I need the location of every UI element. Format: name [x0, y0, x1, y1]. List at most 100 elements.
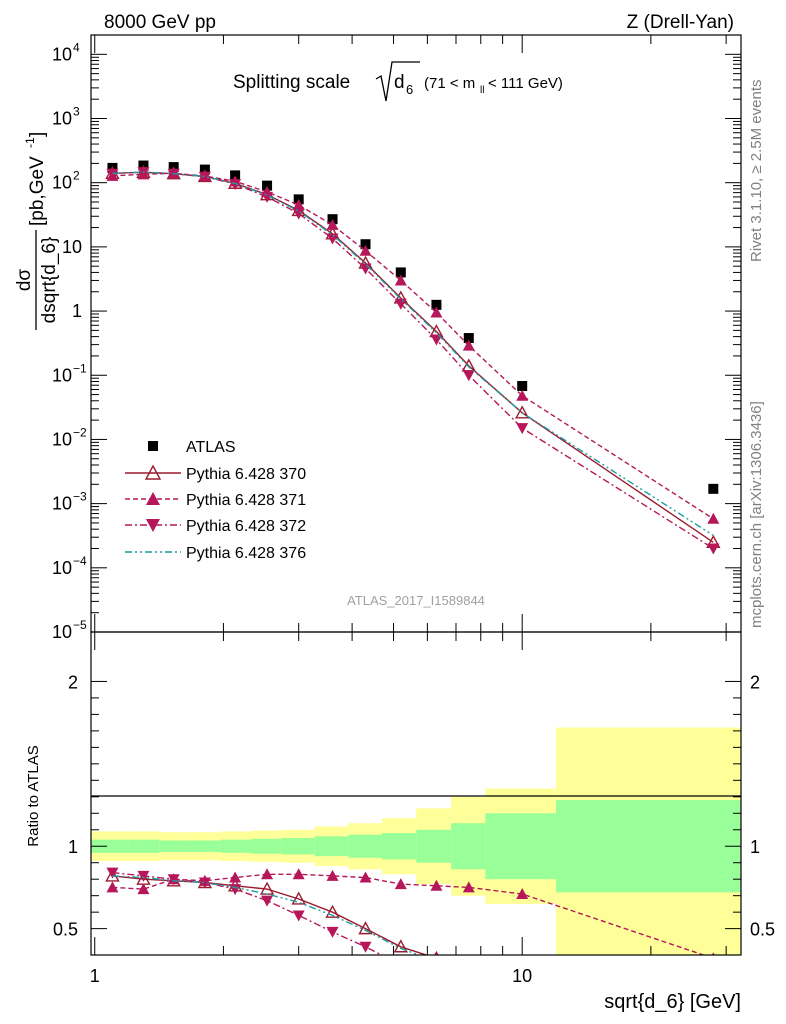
- title-symbol-sub: 6: [406, 82, 413, 97]
- data-point: [360, 239, 371, 250]
- ratio-point: [198, 877, 211, 889]
- legend: ATLAS Pythia 6.428 370 Pythia 6.428 371 …: [125, 439, 306, 562]
- ratio-point: [261, 895, 274, 907]
- ratio-point: [229, 871, 242, 883]
- legend-label-371: Pythia 6.428 371: [186, 492, 306, 509]
- ratio-point: [326, 869, 339, 881]
- main-ytick-label: 10 −4: [52, 554, 87, 578]
- ratio-axes: 0.5 0.5 1 1 2 2 1 10: [53, 632, 775, 986]
- ylabel-unit: [pb,GeV: [27, 156, 48, 226]
- ratio-point: [395, 960, 407, 971]
- legend-label-372: Pythia 6.428 372: [186, 518, 306, 535]
- main-title: Splitting scale d 6 (71 < m ll < 111 GeV…: [233, 61, 563, 102]
- band-inner: [348, 834, 383, 858]
- ratio-point: [137, 870, 150, 882]
- legend-marker-371: [146, 492, 160, 505]
- ratio-frame: [90, 631, 742, 956]
- ytick-exp: −2: [73, 425, 87, 439]
- main-ytick-label: 10 −2: [52, 425, 87, 449]
- ratio-point: [326, 926, 339, 938]
- data-point: [463, 333, 474, 344]
- data-point: [262, 180, 273, 191]
- band-inner: [556, 800, 741, 893]
- ytick-exp: −4: [73, 554, 87, 568]
- ytick-base: 1: [72, 301, 82, 321]
- main-ytick-label: 10 2: [52, 169, 80, 193]
- series-376: [112, 171, 714, 536]
- ratio-point: [358, 921, 373, 935]
- data-point: [707, 543, 720, 555]
- band-inner: [159, 840, 190, 853]
- ylabel-numerator: dσ: [14, 269, 35, 292]
- ratio-ytick-label-right: 2: [750, 672, 760, 692]
- ratio-point: [516, 888, 529, 900]
- band-inner: [416, 829, 452, 863]
- ytick-exp: −5: [73, 618, 87, 632]
- xtick-label: 1: [90, 966, 100, 986]
- title-range-sub: ll: [480, 85, 484, 96]
- data-point: [462, 370, 475, 382]
- xtick-label: 10: [512, 966, 532, 986]
- band-inner: [314, 836, 349, 857]
- header-right: Z (Drell-Yan): [627, 12, 734, 33]
- main-ytick-label: 10 −5: [52, 618, 87, 642]
- series-line: [112, 171, 714, 543]
- band-inner: [250, 838, 282, 854]
- ratio-point: [393, 939, 408, 953]
- ratio-point: [325, 904, 340, 918]
- legend-item-atlas: ATLAS: [148, 439, 236, 456]
- data-point: [359, 244, 372, 256]
- main-ytick-label: 1: [72, 301, 82, 321]
- xlabel: sqrt{d_6} [GeV]: [604, 991, 741, 1013]
- title-symbol: d: [394, 72, 405, 93]
- ratio-point: [711, 952, 715, 955]
- data-point: [198, 171, 211, 183]
- title-main: Splitting scale: [233, 72, 350, 93]
- header-left: 8000 GeV pp: [104, 12, 216, 33]
- main-ytick-label: 10 −3: [52, 490, 87, 514]
- series-370: [105, 164, 721, 548]
- ratio-point: [434, 950, 439, 955]
- ytick-base: 10: [52, 622, 72, 642]
- ratio-point: [229, 884, 242, 896]
- ytick-exp: 3: [73, 105, 80, 119]
- main-ytick-label: 10 −1: [52, 361, 87, 385]
- data-point: [708, 483, 719, 494]
- ratio-line: [112, 875, 429, 955]
- ytick-base: 10: [52, 173, 72, 193]
- watermark: ATLAS_2017_I1589844: [347, 593, 485, 608]
- ratio-point: [106, 881, 119, 893]
- ratio-point: [462, 881, 475, 893]
- data-point: [431, 299, 442, 310]
- data-point: [516, 389, 529, 401]
- main-ytick-label: 10: [62, 237, 82, 257]
- band-inner: [91, 839, 129, 853]
- ratio-point: [137, 883, 150, 895]
- ratio-point: [292, 910, 305, 922]
- band-inner: [189, 840, 221, 853]
- data-point: [462, 339, 475, 351]
- band-inner: [451, 823, 486, 870]
- sqrt-sign: [375, 61, 420, 102]
- band-inner: [220, 839, 251, 853]
- ylabel-unit-end: ]: [27, 132, 48, 137]
- main-frame: [90, 34, 742, 633]
- ratio-panel: 0.5 0.5 1 1 2 2 1 10 Ratio to ATLAS sqrt{d_6} […: [25, 631, 775, 1013]
- ylabel-denominator: dsqrt{d_6}: [39, 237, 60, 324]
- data-point: [394, 274, 407, 286]
- legend-label-376: Pythia 6.428 376: [186, 545, 306, 562]
- ratio-ylabel: Ratio to ATLAS: [25, 745, 42, 846]
- ratio-series-370: [105, 868, 439, 955]
- legend-item-371: Pythia 6.428 371: [125, 492, 306, 509]
- data-point: [515, 405, 530, 419]
- data-point: [261, 191, 274, 203]
- ratio-series-372: [106, 867, 407, 971]
- ratio-ytick-label: 0.5: [53, 920, 78, 940]
- series-line: [112, 171, 714, 536]
- ratio-point: [261, 868, 274, 880]
- band-inner: [382, 833, 417, 860]
- main-ylabel: dσ dsqrt{d_6} [pb,GeV -1 ]: [14, 132, 60, 330]
- legend-label-atlas: ATLAS: [186, 439, 236, 456]
